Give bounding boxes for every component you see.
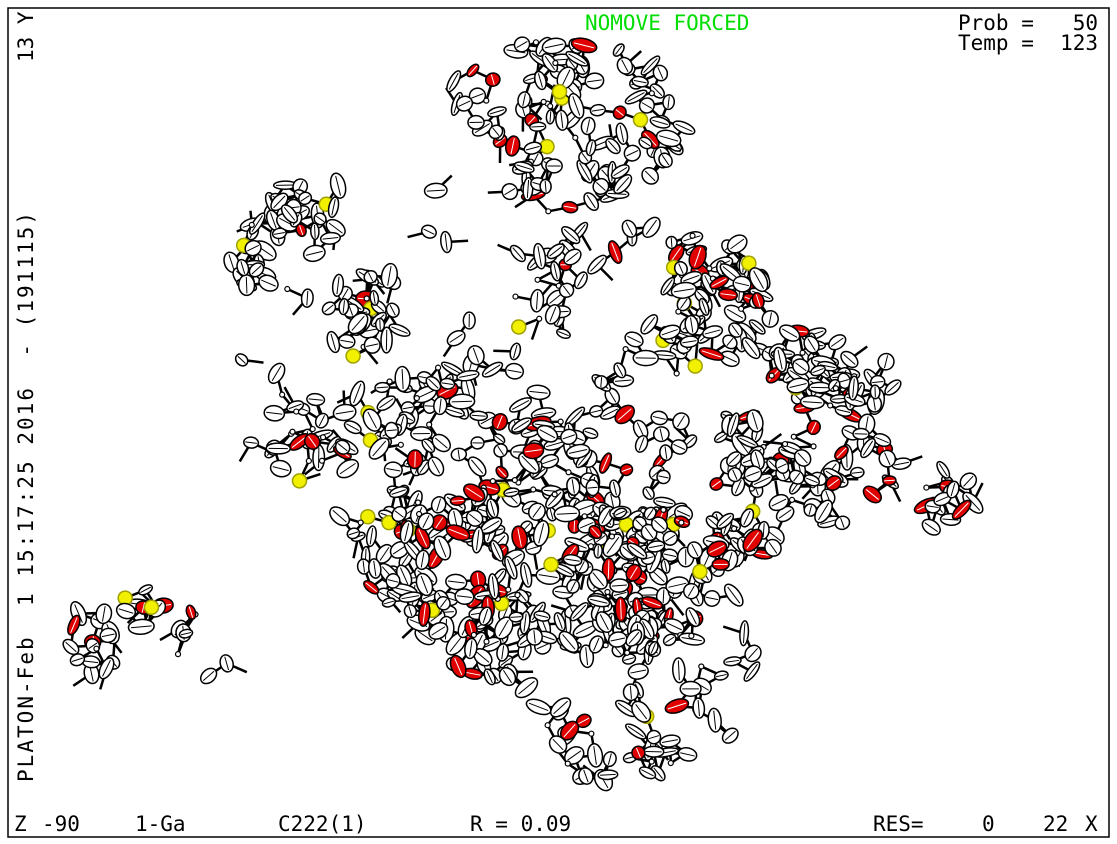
timestamp: PLATON-Feb 1 15:17:25 2016 - (191115) (14, 212, 38, 782)
atom-axis (671, 238, 672, 248)
hydrogen (280, 392, 285, 397)
res-value: 0 (982, 812, 995, 836)
hydrogen (506, 587, 511, 592)
hydrogen (484, 98, 489, 103)
hydrogen (249, 222, 254, 227)
axis-label: 13 Y (14, 11, 38, 62)
hydrogen (679, 520, 684, 525)
hydrogen (548, 104, 553, 109)
hydrogen (668, 761, 673, 766)
hydrogen (707, 266, 712, 271)
hydrogen (552, 492, 557, 497)
x-label: X (1085, 812, 1098, 836)
hydrogen (290, 429, 295, 434)
hydrogen (739, 306, 744, 311)
hydrogen (558, 419, 563, 424)
compound: 1-Ga (135, 812, 186, 836)
hydrogen (566, 470, 571, 475)
hydrogen (541, 99, 546, 104)
atom-axis (415, 452, 416, 467)
hydrogen (573, 135, 578, 140)
atom-axis (621, 600, 622, 619)
hydrogen (484, 639, 489, 644)
hydrogen (674, 371, 679, 376)
temp-value: 123 (1060, 31, 1098, 55)
hydrogen (588, 544, 593, 549)
hydrogen (625, 650, 630, 655)
hydrogen (589, 731, 594, 736)
hydrogen (358, 520, 363, 525)
hydrogen (769, 373, 774, 378)
bond (493, 480, 515, 481)
hydrogen (414, 396, 419, 401)
hydrogen (833, 386, 838, 391)
res-label: RES= (873, 812, 924, 836)
hydrogen (490, 479, 495, 484)
hydrogen (609, 534, 614, 539)
hydrogen (176, 652, 181, 657)
hydrogen (828, 403, 833, 408)
hydrogen (513, 294, 518, 299)
mode-label: NOMOVE FORCED (585, 11, 749, 35)
hydrogen (427, 422, 432, 427)
hydrogen (623, 347, 628, 352)
hydrogen (387, 379, 392, 384)
hydrogen (515, 593, 520, 598)
hydrogen (537, 316, 542, 321)
atom-axis (315, 225, 316, 238)
hydrogen (605, 589, 610, 594)
z-value: -90 (42, 812, 80, 836)
hydrogen (436, 365, 441, 370)
atom-axis (246, 277, 247, 293)
sulfur-atom (693, 564, 707, 578)
atom-axis (608, 560, 609, 578)
hydrogen (811, 444, 816, 449)
hydrogen (783, 442, 788, 447)
hydrogen (690, 233, 695, 238)
hydrogen (321, 435, 326, 440)
hydrogen (319, 458, 324, 463)
z-label: Z (14, 812, 27, 836)
hydrogen (699, 664, 704, 669)
hydrogen (553, 61, 558, 66)
atom-axis (598, 546, 599, 557)
hydrogen (649, 759, 654, 764)
hydrogen (535, 277, 540, 282)
space-group: C222(1) (278, 812, 367, 836)
r-factor: R = 0.09 (470, 812, 571, 836)
atom-axis (574, 520, 575, 532)
hydrogen (545, 723, 550, 728)
hydrogen (800, 350, 805, 355)
hydrogen (364, 296, 369, 301)
atom-axis (380, 320, 381, 330)
hydrogen (546, 209, 551, 214)
hydrogen (471, 632, 476, 637)
hydrogen (582, 514, 587, 519)
atom-axis (452, 401, 472, 402)
hydrogen (398, 442, 403, 447)
hydrogen (565, 761, 570, 766)
atom-axis (531, 126, 544, 127)
platon-window: NOMOVE FORCED Prob = 50 Temp = 123 PLATO… (0, 0, 1117, 844)
hydrogen (661, 507, 666, 512)
hydrogen (531, 487, 536, 492)
hydrogen (791, 434, 796, 439)
temp-label: Temp = (958, 31, 1034, 55)
hydrogen (94, 646, 99, 651)
hydrogen (285, 287, 290, 292)
hydrogen (924, 485, 929, 490)
hydrogen (676, 309, 681, 314)
hydrogen (512, 478, 517, 483)
hydrogen (649, 91, 654, 96)
hydrogen (415, 500, 420, 505)
hydrogen (689, 633, 694, 638)
hydrogen (306, 458, 311, 463)
hydrogen (294, 409, 299, 414)
hydrogen (790, 497, 795, 502)
x-value: 22 (1043, 812, 1068, 836)
hydrogen (732, 526, 737, 531)
